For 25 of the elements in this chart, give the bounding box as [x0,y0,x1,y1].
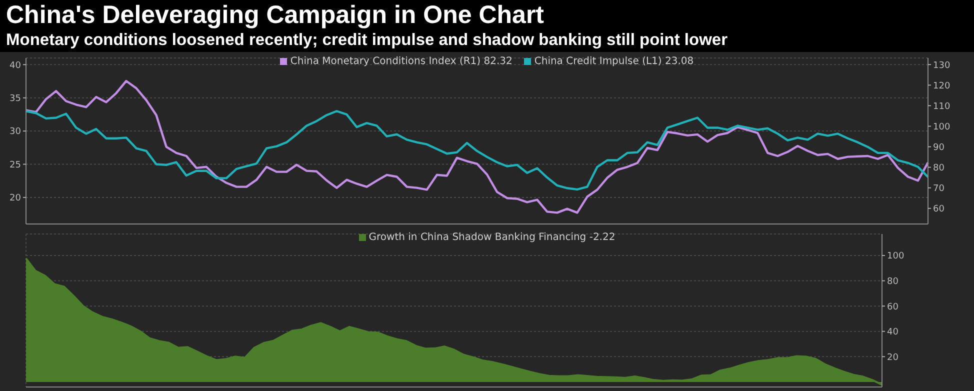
y2-tick-label: 70 [933,184,945,194]
line-series [24,110,930,191]
y-tick-label: 40 [887,328,899,338]
y2-tick-label: 90 [933,142,945,153]
line-series [24,80,930,214]
y2-tick-label: 110 [933,102,950,112]
y-tick-label: 60 [887,302,899,312]
y-tick-label: 20 [10,194,22,204]
chart-title: China's Deleveraging Campaign in One Chart [6,0,546,30]
y-tick-label: 25 [10,160,21,170]
y2-tick-label: 60 [933,204,945,215]
y2-tick-label: 130 [933,60,950,71]
legend-label: China Monetary Conditions Index (R1) 82.32 [290,56,512,67]
y-tick-label: 35 [10,94,21,104]
y-tick-label: 30 [10,127,22,138]
y2-tick-label: 100 [933,122,950,132]
chart-subtitle: Monetary conditions loosened recently; credit impulse and shadow banking still point lower [6,30,729,50]
y-tick-label: 20 [887,352,899,363]
y-tick-label: 40 [10,60,22,71]
legend-label: Growth in China Shadow Banking Financing -2.22 [368,232,616,243]
y-tick-label: 80 [887,276,899,287]
y2-tick-label: 80 [933,163,945,174]
legend-label: China Credit Impulse (L1) 23.08 [534,56,694,67]
y2-tick-label: 120 [933,81,950,92]
y-tick-label: 100 [887,252,904,262]
